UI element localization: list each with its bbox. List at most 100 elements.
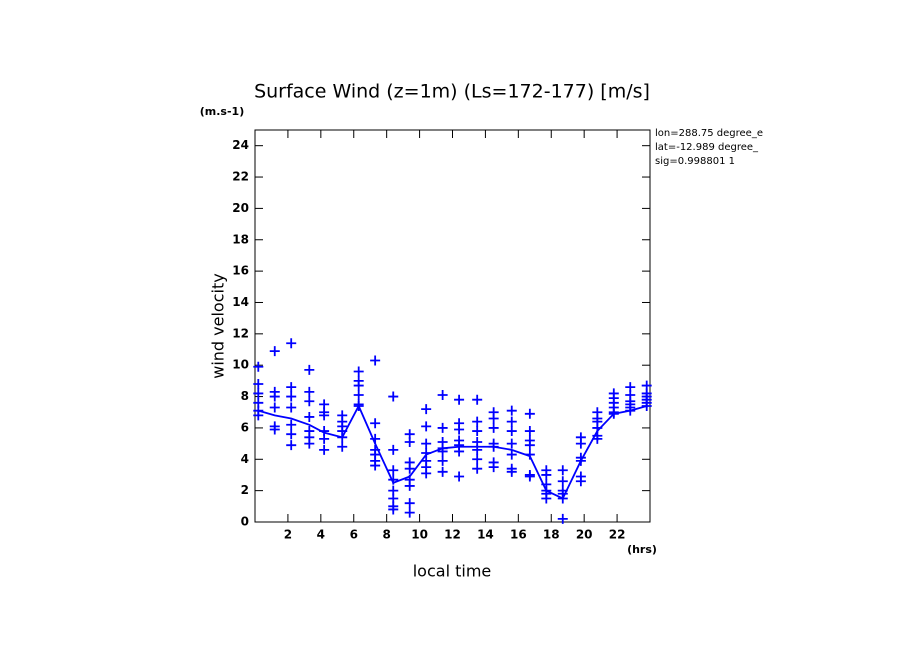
plus-marker — [370, 418, 381, 429]
plus-marker — [557, 493, 568, 504]
plus-marker — [472, 426, 483, 437]
plus-marker — [524, 426, 535, 437]
plus-marker — [506, 449, 517, 460]
plus-marker — [286, 402, 297, 413]
plus-marker — [625, 405, 636, 416]
plus-marker — [304, 386, 315, 397]
plus-marker — [524, 408, 535, 419]
plus-marker — [421, 404, 432, 415]
x-tick-label: 4 — [317, 528, 325, 542]
plus-marker — [337, 441, 348, 452]
plus-marker — [488, 441, 499, 452]
y-tick-label: 10 — [232, 358, 249, 372]
plus-marker — [404, 507, 415, 518]
plus-marker — [592, 433, 603, 444]
plus-marker — [253, 379, 264, 390]
plus-marker — [437, 455, 448, 466]
y-unit: (m.s-1) — [200, 105, 244, 118]
y-tick-label: 16 — [232, 264, 249, 278]
x-tick-label: 2 — [284, 528, 292, 542]
plus-marker — [541, 493, 552, 504]
plus-marker — [472, 454, 483, 465]
plus-marker — [404, 480, 415, 491]
plus-marker — [319, 433, 330, 444]
plus-marker — [421, 468, 432, 479]
plus-marker — [506, 438, 517, 449]
plus-marker — [253, 410, 264, 421]
plus-marker — [524, 471, 535, 482]
plus-marker — [269, 391, 280, 402]
y-tick-label: 4 — [241, 452, 249, 466]
plus-marker — [388, 391, 399, 402]
y-tick-label: 0 — [241, 515, 249, 529]
x-unit: (hrs) — [627, 543, 657, 556]
plus-marker — [353, 389, 364, 400]
plus-marker — [437, 466, 448, 477]
plus-marker — [269, 346, 280, 357]
y-tick-label: 8 — [241, 389, 249, 403]
plus-marker — [286, 338, 297, 349]
plus-marker — [608, 408, 619, 419]
plus-marker — [437, 422, 448, 433]
x-tick-label: 6 — [350, 528, 358, 542]
plus-marker — [454, 424, 465, 435]
x-tick-label: 22 — [609, 528, 626, 542]
plus-marker — [269, 424, 280, 435]
plus-marker — [304, 396, 315, 407]
plus-marker — [370, 460, 381, 471]
plus-marker — [557, 476, 568, 487]
plus-marker — [404, 437, 415, 448]
plus-marker — [319, 444, 330, 455]
plus-marker — [353, 380, 364, 391]
plus-marker — [286, 429, 297, 440]
x-tick-label: 16 — [510, 528, 527, 542]
x-axis-title: local time — [413, 562, 492, 581]
plus-marker — [454, 471, 465, 482]
plus-marker — [437, 389, 448, 400]
plus-marker — [454, 394, 465, 405]
plus-marker — [575, 455, 586, 466]
plus-marker — [253, 361, 264, 372]
y-tick-label: 20 — [232, 201, 249, 215]
plus-marker — [404, 463, 415, 474]
plus-marker — [575, 438, 586, 449]
plus-marker — [421, 421, 432, 432]
plus-marker — [454, 446, 465, 457]
plus-marker — [641, 400, 652, 411]
x-tick-label: 14 — [477, 528, 494, 542]
plus-marker — [286, 419, 297, 430]
y-tick-label: 14 — [232, 295, 249, 309]
y-tick-label: 18 — [232, 232, 249, 246]
plus-marker — [421, 438, 432, 449]
plus-marker — [353, 366, 364, 377]
plus-marker — [253, 388, 264, 399]
plus-marker — [472, 444, 483, 455]
y-tick-label: 2 — [241, 483, 249, 497]
plus-marker — [286, 440, 297, 451]
plus-marker — [304, 364, 315, 375]
plus-marker — [388, 504, 399, 515]
plus-marker — [388, 465, 399, 476]
plus-marker — [304, 411, 315, 422]
plus-marker — [524, 449, 535, 460]
annotation: lat=-12.989 degree_ — [655, 142, 759, 153]
plus-marker — [575, 476, 586, 487]
plus-marker — [541, 469, 552, 480]
plus-marker — [388, 444, 399, 455]
plus-marker — [488, 462, 499, 473]
plus-marker — [304, 438, 315, 449]
plus-marker — [557, 513, 568, 524]
plus-marker — [506, 416, 517, 427]
x-tick-label: 12 — [444, 528, 461, 542]
plus-marker — [488, 413, 499, 424]
x-tick-label: 18 — [543, 528, 560, 542]
y-tick-label: 24 — [232, 138, 249, 152]
plus-marker — [506, 426, 517, 437]
x-tick-label: 8 — [382, 528, 390, 542]
plus-marker — [337, 432, 348, 443]
plus-marker — [472, 416, 483, 427]
y-tick-label: 22 — [232, 170, 249, 184]
plus-marker — [437, 446, 448, 457]
